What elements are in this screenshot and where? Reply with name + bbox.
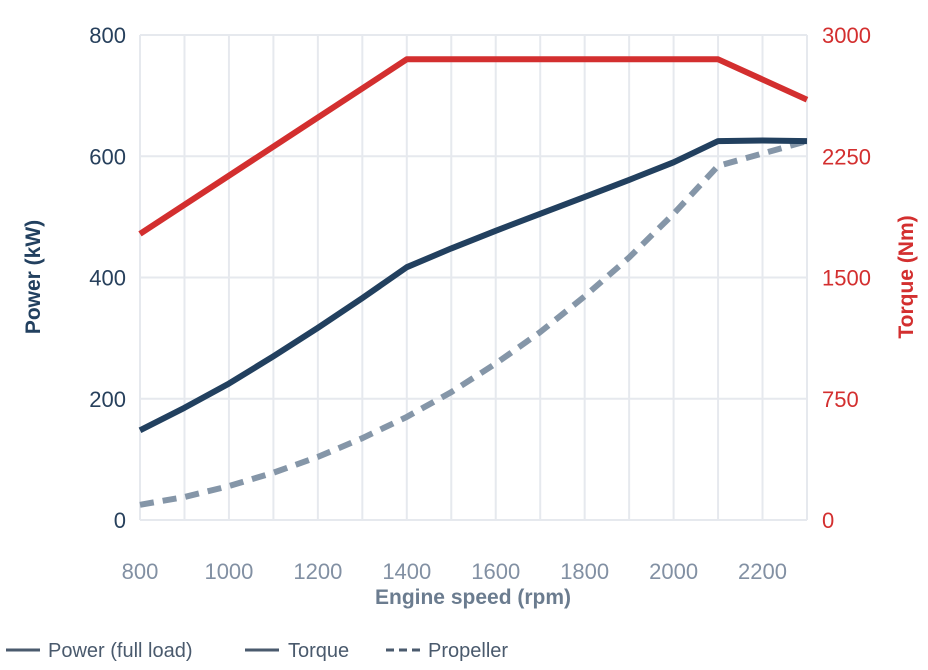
right-tick-label: 2250 [822, 144, 871, 169]
x-tick-label: 1600 [471, 559, 520, 584]
left-tick-label: 600 [89, 144, 126, 169]
x-axis-title: Engine speed (rpm) [375, 586, 571, 609]
legend-label-power: Power (full load) [48, 640, 193, 662]
right-axis-ticks: 0 750 1500 2250 3000 [822, 23, 871, 533]
x-tick-label: 1400 [382, 559, 431, 584]
right-tick-label: 750 [822, 387, 859, 412]
right-tick-label: 3000 [822, 23, 871, 48]
legend-label-propeller: Propeller [428, 640, 508, 662]
left-tick-label: 800 [89, 23, 126, 48]
series-line-torque [138, 56, 809, 237]
right-axis-title: Torque (Nm) [895, 215, 918, 338]
series-line-propeller [139, 138, 808, 508]
x-tick-label: 1000 [204, 559, 253, 584]
left-tick-label: 400 [89, 266, 126, 291]
series-layer [138, 56, 809, 508]
right-tick-label: 1500 [822, 266, 871, 291]
legend: Power (full load) Torque Propeller [6, 640, 508, 662]
x-tick-label: 2000 [649, 559, 698, 584]
x-tick-label: 1200 [293, 559, 342, 584]
legend-label-torque: Torque [288, 640, 349, 662]
x-tick-label: 1800 [560, 559, 609, 584]
x-tick-label: 800 [122, 559, 159, 584]
left-axis-ticks: 0 200 400 600 800 [89, 23, 126, 533]
left-tick-label: 200 [89, 387, 126, 412]
x-axis-ticks: 800 1000 1200 1400 1600 1800 2000 2200 [122, 559, 787, 584]
right-tick-label: 0 [822, 508, 834, 533]
left-tick-label: 0 [114, 508, 126, 533]
grid [139, 34, 808, 521]
left-axis-title: Power (kW) [22, 220, 45, 334]
x-tick-label: 2200 [738, 559, 787, 584]
series-line-power-full-load [138, 137, 808, 433]
